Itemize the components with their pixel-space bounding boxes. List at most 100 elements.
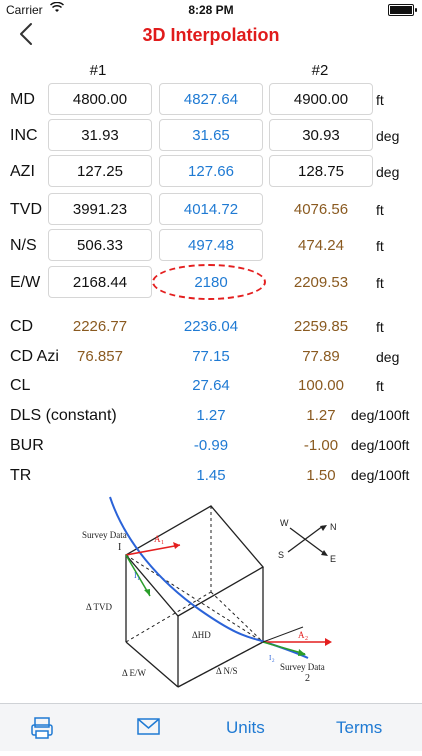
ns-value-2: 474.24 (298, 237, 344, 254)
wifi-icon (49, 1, 65, 16)
unit-tr: deg/100ft (351, 467, 410, 483)
dhd-label: ΔHD (192, 630, 211, 640)
units-tab[interactable]: Units (226, 704, 276, 751)
bur-value-interp: -0.99 (193, 437, 229, 454)
tab-bar: Units Terms (0, 703, 422, 751)
page-title: 3D Interpolation (142, 25, 280, 45)
cd-value-2: 2259.85 (293, 318, 349, 335)
cl-value-2: 100.00 (298, 377, 344, 394)
row-label-azi: AZI (10, 163, 35, 180)
survey1-number: I (118, 542, 121, 553)
cd-azi-value-1: 76.857 (77, 348, 123, 365)
email-tab[interactable] (136, 704, 162, 751)
i1-subscript: 1 (137, 576, 140, 582)
back-button[interactable] (12, 20, 42, 50)
row-label-ns: N/S (10, 237, 37, 254)
compass-s: S (278, 550, 284, 560)
row-label-bur: BUR (10, 437, 44, 454)
ew-value-interp[interactable]: 2180 (194, 274, 228, 291)
unit-cd-azi: deg (376, 349, 400, 365)
compass-icon: W N S E (278, 518, 337, 564)
tvd-field-interp[interactable]: 4014.72 (159, 193, 263, 225)
print-tab[interactable] (28, 704, 58, 751)
hidden-edges (125, 506, 264, 688)
i1-label: I (134, 571, 137, 580)
highlight-ellipse (152, 264, 266, 300)
unit-cd: ft (376, 319, 384, 335)
cd-value-interp: 2236.04 (183, 318, 239, 335)
battery-icon (388, 4, 417, 16)
a2-label: A (298, 630, 305, 640)
row-label-tr: TR (10, 467, 32, 484)
row-label-dls: DLS (constant) (10, 407, 117, 424)
survey1-label: Survey Data (82, 530, 127, 540)
chevron-left-icon (20, 23, 32, 45)
vector-i2 (262, 641, 306, 655)
clock: 8:28 PM (188, 3, 234, 17)
compass-e: E (330, 554, 336, 564)
carrier-label: Carrier (6, 3, 43, 17)
row-label-cd-azi: CD Azi (10, 348, 59, 365)
inc-field-interp[interactable]: 31.65 (159, 119, 263, 151)
unit-bur: deg/100ft (351, 437, 410, 453)
ns-field-1[interactable]: 506.33 (48, 229, 152, 261)
status-bar: Carrier 8:28 PM (0, 0, 422, 20)
tvd-field-1[interactable]: 3991.23 (48, 193, 152, 225)
unit-tvd: ft (376, 202, 384, 218)
compass-w: W (280, 518, 289, 528)
md-field-2[interactable]: 4900.00 (269, 83, 373, 115)
survey2-label: Survey Data (280, 662, 325, 672)
unit-inc: deg (376, 128, 400, 144)
tangent-line (262, 626, 304, 643)
mail-icon (137, 718, 160, 735)
i2-subscript: 2 (272, 659, 275, 664)
cd-value-1: 2226.77 (72, 318, 128, 335)
azi-field-interp[interactable]: 127.66 (159, 155, 263, 187)
a1-label: A (154, 534, 161, 544)
wellbore-diagram: Survey Data I A 1 I 1 Δ TVD ΔHD Δ E/W Δ … (82, 496, 337, 688)
units-tab-label: Units (226, 718, 265, 737)
compass-n: N (330, 522, 337, 532)
box-outline (124, 505, 265, 688)
inc-field-1[interactable]: 31.93 (48, 119, 152, 151)
dtvd-label: Δ TVD (86, 602, 113, 612)
row-label-cd: CD (10, 318, 34, 335)
md-field-1[interactable]: 4800.00 (48, 83, 152, 115)
row-label-md: MD (10, 91, 35, 108)
dls-value-2: 1.27 (306, 407, 336, 424)
azi-field-2[interactable]: 128.75 (269, 155, 373, 187)
inc-field-2[interactable]: 30.93 (269, 119, 373, 151)
ns-field-interp[interactable]: 497.48 (159, 229, 263, 261)
bur-value-2: -1.00 (303, 437, 339, 454)
azi-field-1[interactable]: 127.25 (48, 155, 152, 187)
navigation-bar: 3D Interpolation (0, 20, 422, 50)
vector-i1 (125, 554, 151, 597)
dls-value-interp: 1.27 (196, 407, 226, 424)
unit-azi: deg (376, 164, 400, 180)
terms-tab[interactable]: Terms (336, 704, 386, 751)
unit-cl: ft (376, 378, 384, 394)
tr-value-interp: 1.45 (196, 467, 226, 484)
i2-label: I (269, 654, 272, 662)
md-field-interp[interactable]: 4827.64 (159, 83, 263, 115)
a1-subscript: 1 (161, 540, 164, 546)
terms-tab-label: Terms (336, 718, 383, 737)
column-header-1: #1 (89, 62, 107, 79)
tr-value-2: 1.50 (306, 467, 336, 484)
cl-value-interp: 27.64 (192, 377, 230, 394)
dew-label: Δ E/W (122, 668, 147, 678)
dns-label: Δ N/S (216, 666, 238, 676)
unit-dls: deg/100ft (351, 407, 410, 423)
vector-a1 (125, 544, 181, 556)
cd-azi-value-interp: 77.15 (192, 348, 230, 365)
printer-icon (31, 717, 53, 739)
unit-md: ft (376, 92, 384, 108)
a2-subscript: 2 (305, 636, 308, 642)
cd-azi-value-2: 77.89 (302, 348, 340, 365)
row-label-ew: E/W (10, 274, 41, 291)
ew-field-1[interactable]: 2168.44 (48, 266, 152, 298)
survey2-number: 2 (305, 673, 310, 684)
ew-value-2: 2209.53 (293, 274, 349, 291)
unit-ns: ft (376, 238, 384, 254)
tvd-value-2: 4076.56 (293, 201, 349, 218)
